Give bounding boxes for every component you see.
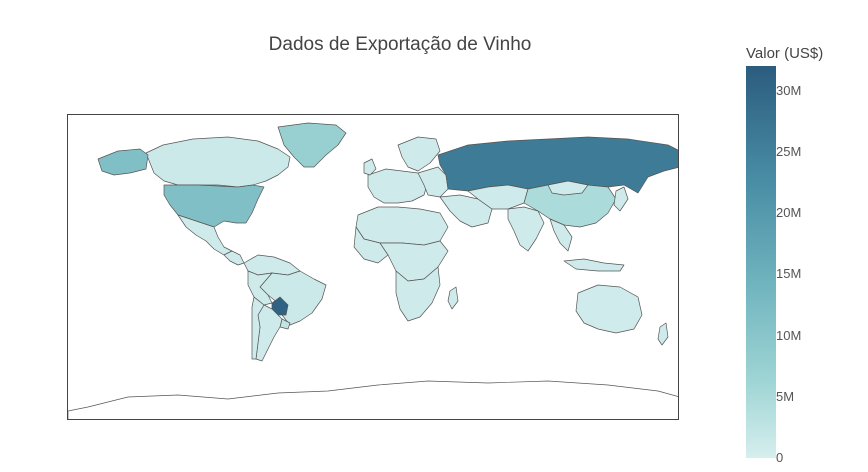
colorbar-tick-label: 25M (776, 143, 802, 159)
country-australia[interactable] (575, 284, 643, 334)
country-indonesia[interactable] (563, 258, 625, 272)
chart-title: Dados de Exportação de Vinho (268, 34, 532, 55)
country-southeast-asia[interactable] (549, 218, 573, 252)
country-alaska[interactable] (97, 148, 149, 176)
colorbar-tick-label: 20M (776, 205, 802, 220)
colorbar-tick-label: 10M (776, 327, 802, 343)
country-antarctica[interactable] (68, 380, 679, 420)
colorbar-tick-label: 15M (776, 266, 802, 282)
country-brazil[interactable] (259, 270, 327, 326)
country-west-africa[interactable] (353, 226, 389, 264)
country-chile[interactable] (251, 296, 265, 360)
country-southern-africa[interactable] (395, 266, 441, 322)
country-canada[interactable] (145, 136, 291, 188)
country-mongolia[interactable] (547, 180, 589, 196)
country-scandinavia[interactable] (397, 136, 441, 172)
colorbar (746, 66, 776, 458)
colorbar-tick-label: 30M (776, 82, 802, 98)
country-japan[interactable] (613, 186, 629, 212)
country-new-zealand[interactable] (657, 322, 669, 346)
colorbar-tick-label: 0 (776, 450, 784, 465)
country-india[interactable] (507, 206, 545, 252)
colorbar-tick-label: 5M (776, 388, 795, 404)
country-madagascar[interactable] (447, 286, 459, 310)
country-colombia-venezuela[interactable] (243, 254, 301, 276)
world-map[interactable] (67, 114, 679, 420)
country-greenland[interactable] (277, 122, 347, 168)
colorbar-title: Valor (US$) (746, 45, 824, 62)
country-western-europe[interactable] (367, 168, 429, 204)
country-uk[interactable] (363, 158, 377, 176)
country-middle-east[interactable] (439, 194, 493, 228)
country-eastern-europe[interactable] (417, 166, 449, 198)
country-peru-bolivia[interactable] (247, 270, 273, 306)
country-north-africa[interactable] (355, 206, 449, 246)
map-canvas[interactable] (68, 115, 679, 420)
country-usa[interactable] (163, 184, 265, 228)
